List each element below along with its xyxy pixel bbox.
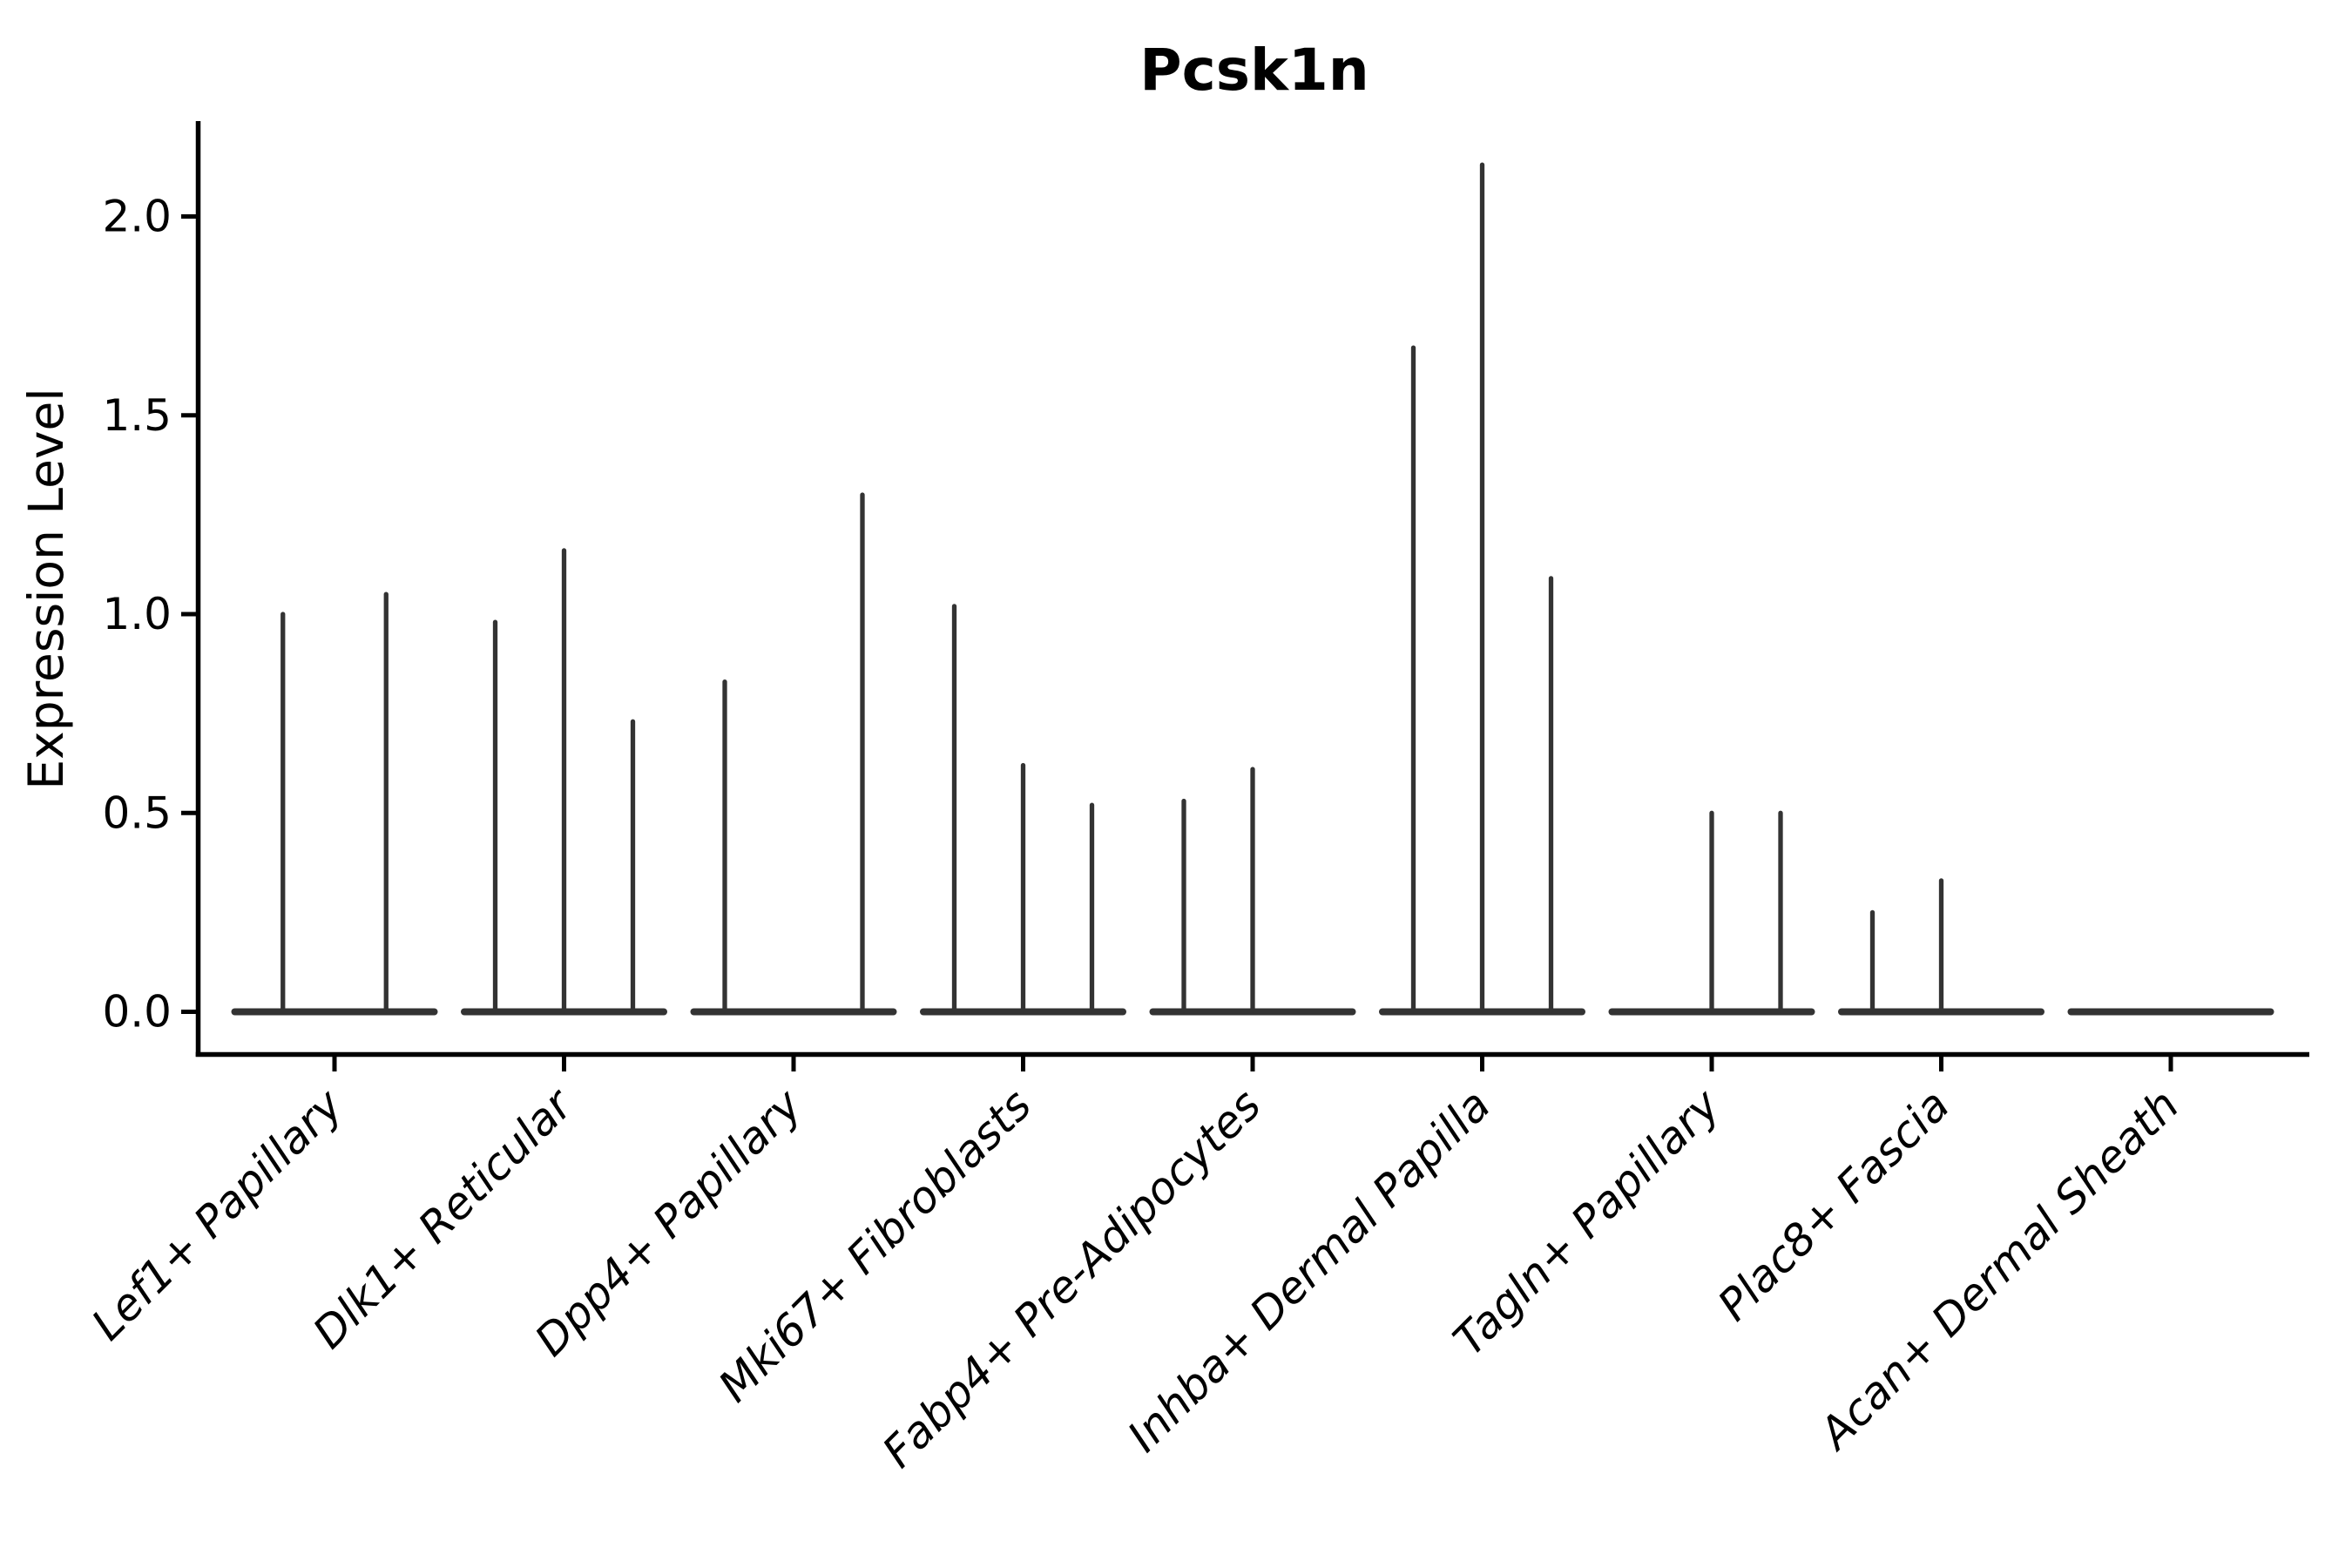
violin-group [690,492,897,1016]
y-tick-label: 1.5 [102,390,172,441]
x-tick-label: Fabp4+ Pre-Adipocytes [873,1079,1271,1477]
violin-baseline [2067,1008,2274,1016]
y-axis-title: Expression Level [18,388,74,789]
violin-group [1838,878,2044,1016]
x-tick-label: Plac8+ Fascia [1708,1079,1959,1330]
y-tick-label: 0.5 [102,787,172,838]
chart-title: Pcsk1n [1139,37,1369,104]
violin-group [1608,810,1815,1016]
violin-group [1379,162,1585,1016]
x-tick-label: Lef1+ Papillary [82,1078,353,1349]
y-tick-label: 0.0 [102,987,172,1037]
violin-baseline [231,1008,438,1016]
y-tick-label: 1.0 [102,589,172,639]
x-tick-label: Inhba+ Dermal Papilla [1119,1079,1500,1461]
violin-group [1149,767,1356,1016]
violin-baseline [690,1008,897,1016]
violin-group [920,604,1126,1016]
violin-group [231,591,438,1016]
violin-group [2067,1008,2274,1016]
violins-layer [231,162,2274,1016]
violin-group [461,548,667,1016]
y-tick-label: 2.0 [102,192,172,242]
